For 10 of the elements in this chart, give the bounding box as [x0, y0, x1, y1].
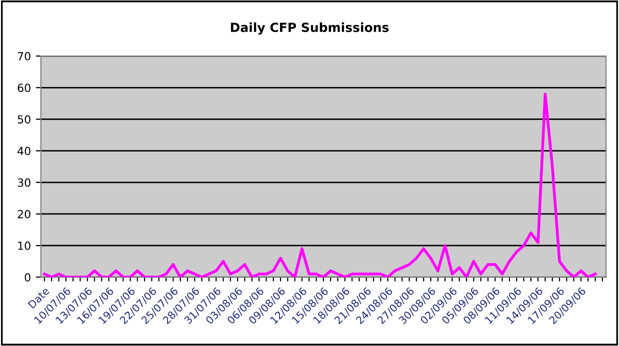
y-tick-label: 50: [18, 115, 30, 124]
y-tick-label: 0: [24, 273, 30, 282]
y-tick-label: 30: [18, 178, 30, 187]
line-series: [43, 92, 597, 278]
chart-title: Daily CFP Submissions: [230, 22, 389, 35]
y-tick-label: 10: [18, 242, 30, 250]
y-tick-label: 60: [18, 84, 30, 92]
y-tick-label: 20: [18, 210, 30, 218]
y-tick-label: 70: [18, 52, 30, 60]
y-tick-label: 40: [18, 146, 30, 156]
